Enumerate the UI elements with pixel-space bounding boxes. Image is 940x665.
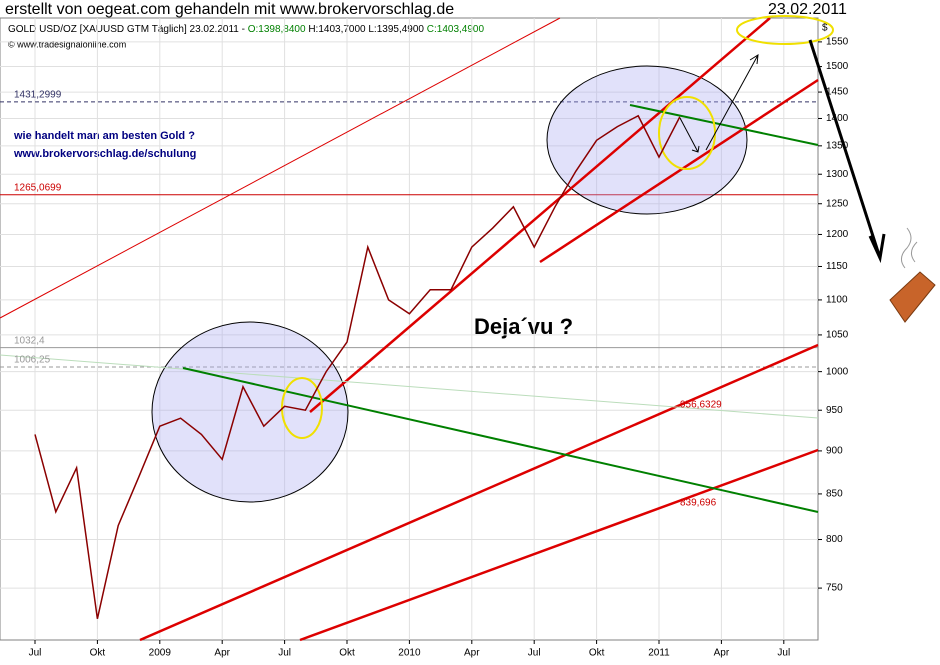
x-tick-label: Okt (589, 648, 605, 659)
y-tick-label: 1300 (826, 169, 849, 180)
x-tick-label: 2009 (149, 648, 172, 659)
level-label: 1431,2999 (14, 89, 62, 100)
x-tick-label: Jul (528, 648, 541, 659)
info-part: GOLD USD/OZ [XAUUSD GTM Täglich] 23.02.2… (8, 24, 248, 35)
currency: $ (822, 23, 828, 34)
price-line (34, 114, 681, 619)
x-tick-label: 2011 (648, 648, 670, 659)
line-label: 839,696 (680, 498, 717, 509)
brick-icon (889, 271, 936, 323)
y-tick-label: 1150 (826, 261, 848, 272)
y-tick-label: 1050 (826, 330, 849, 341)
y-tick-label: 1000 (826, 366, 849, 377)
x-tick-label: Apr (714, 648, 730, 659)
trend-line (0, 354, 819, 419)
info-part: H:1403,7000 L:1395,4900 (306, 24, 427, 35)
y-tick-label: 950 (826, 405, 843, 416)
line-label: 956,6329 (680, 400, 722, 411)
arrow (705, 54, 759, 151)
y-tick-label: 1400 (826, 113, 849, 124)
y-tick-label: 1250 (826, 198, 849, 209)
x-tick-label: Okt (90, 648, 106, 659)
y-tick-label: 1200 (826, 229, 849, 240)
trend-line (0, 17, 561, 319)
highlight (736, 15, 834, 45)
page-date: 23.02.2011 (768, 1, 847, 18)
trend-line (182, 367, 819, 513)
trend-line (139, 343, 819, 642)
info-part: C:1403,4900 (427, 24, 485, 35)
circle (546, 65, 748, 215)
y-tick-label: 850 (826, 489, 843, 500)
x-tick-label: Jul (777, 648, 790, 659)
y-tick-label: 900 (826, 446, 843, 457)
trend-line (539, 78, 819, 264)
trend-line (309, 17, 771, 413)
x-tick-label: Okt (339, 648, 355, 659)
trend-line (629, 104, 819, 146)
info-part: O:1398,8400 (248, 24, 306, 35)
x-tick-label: Jul (29, 648, 42, 659)
trend-line (299, 448, 819, 642)
info-line: GOLD USD/OZ [XAUUSD GTM Täglich] 23.02.2… (8, 24, 484, 35)
y-tick-label: 800 (826, 534, 843, 545)
question: wie handelt man am besten Gold ? (13, 130, 195, 142)
y-tick-label: 1500 (826, 61, 849, 72)
level-label: 1265,0699 (14, 182, 62, 193)
y-tick-label: 1350 (826, 140, 849, 151)
y-tick-label: 750 (826, 583, 843, 594)
page-title: erstellt von oegeat.com gehandeln mit ww… (5, 1, 454, 18)
x-tick-label: Jul (278, 648, 291, 659)
y-tick-label: 1550 (826, 37, 849, 48)
drawings (0, 15, 936, 642)
x-tick-label: 2010 (398, 648, 421, 659)
level-label: 1032,4 (14, 335, 45, 346)
arrow (679, 117, 700, 153)
circle (151, 321, 349, 503)
copyright: © www.tradesignalonline.com (8, 39, 126, 49)
level-label: 1006,25 (14, 355, 51, 366)
arrow (808, 39, 886, 264)
y-tick-label: 1450 (826, 87, 849, 98)
smoke-icon (901, 227, 918, 269)
link: www.brokervorschlag.de/schulung (13, 148, 196, 160)
y-tick-label: 1100 (826, 295, 848, 306)
x-tick-label: Apr (464, 648, 480, 659)
x-tick-label: Apr (214, 648, 230, 659)
